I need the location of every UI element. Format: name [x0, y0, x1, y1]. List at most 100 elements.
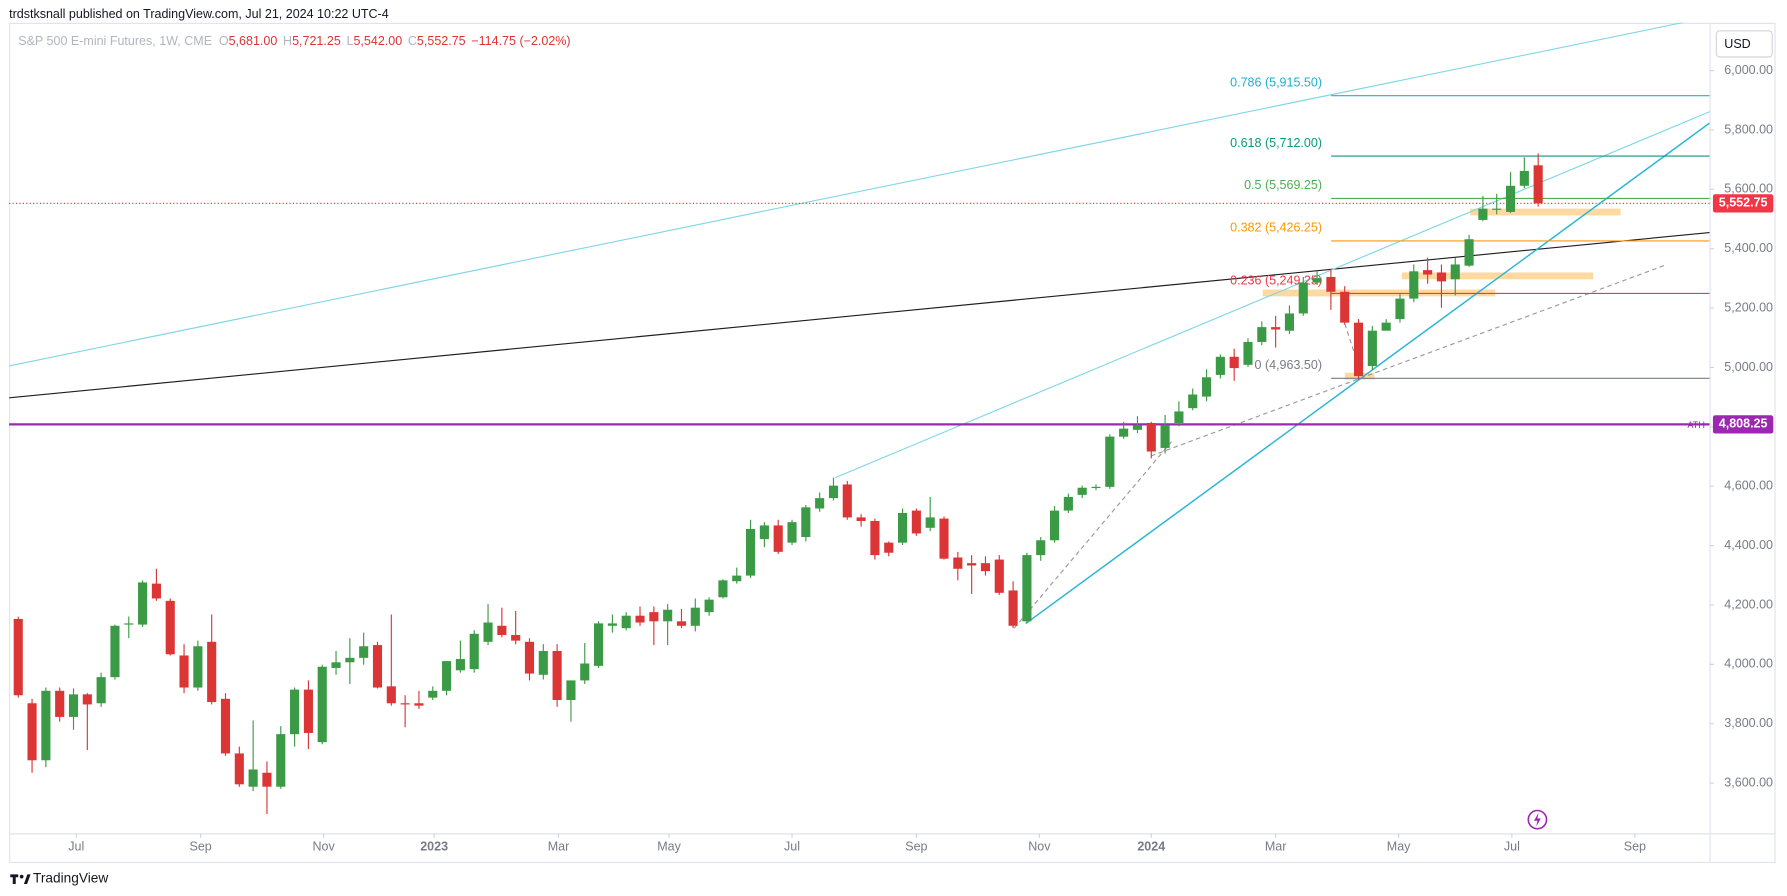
- candle-body: [732, 575, 742, 582]
- candle-body: [898, 512, 908, 543]
- y-tick-label: 5,600.00: [1724, 182, 1773, 196]
- chart-frame: [9, 22, 1776, 863]
- candle-body: [1478, 208, 1488, 220]
- candle-body: [538, 651, 548, 675]
- ath-price-box: [1712, 415, 1774, 434]
- candle-body: [1105, 436, 1115, 487]
- y-tick-label: 5,000.00: [1724, 360, 1773, 374]
- candle-body: [842, 484, 852, 518]
- candle-body: [1353, 322, 1364, 377]
- ohlc-key: L: [346, 34, 353, 48]
- ohlc-value: 5,721.25: [292, 34, 341, 48]
- candle-body: [1505, 185, 1516, 212]
- y-tick-label: 4,000.00: [1724, 657, 1773, 671]
- candle-body: [303, 689, 313, 733]
- x-tick-label: May: [657, 839, 681, 853]
- candle-body: [552, 651, 562, 701]
- y-tick-label: 4,200.00: [1724, 597, 1773, 611]
- candle-body: [1298, 282, 1308, 314]
- candle-body: [455, 659, 465, 671]
- dashed-line: [1344, 323, 1363, 377]
- candle-body: [953, 557, 963, 569]
- candle-body: [400, 703, 410, 705]
- candle-body: [1174, 411, 1184, 424]
- candle-body: [773, 525, 783, 552]
- fib-label: 0.786 (5,915.50): [1230, 75, 1322, 89]
- candle-body: [1409, 271, 1419, 299]
- candle-body: [345, 657, 355, 663]
- candle-body: [55, 690, 65, 717]
- candle-body: [110, 625, 120, 678]
- candle-body: [1257, 327, 1267, 342]
- candle-body: [524, 641, 535, 674]
- fib-label: 0 (4,963.50): [1255, 358, 1322, 372]
- alert-circle: [1527, 809, 1548, 830]
- candle-body: [331, 662, 341, 668]
- candle-body: [1340, 291, 1350, 323]
- candle-body: [594, 623, 604, 666]
- candle-body: [746, 528, 756, 576]
- candle-body: [828, 485, 839, 499]
- candle-body: [1519, 170, 1529, 186]
- candle-body: [870, 520, 880, 556]
- candle-body: [386, 686, 396, 704]
- candle-body: [1381, 322, 1391, 331]
- last-price-label: 5,552.75: [1719, 196, 1768, 210]
- brand-logo: [10, 874, 19, 885]
- candle-body: [41, 690, 51, 761]
- ath-name: ATH: [1687, 420, 1705, 430]
- candle-body: [1119, 428, 1129, 437]
- candle-body: [317, 666, 327, 743]
- candle-body: [372, 645, 383, 688]
- candle-body: [193, 646, 203, 688]
- y-tick-label: 3,800.00: [1724, 716, 1773, 730]
- y-tick-label: 5,800.00: [1724, 122, 1773, 136]
- dashed-line: [1013, 438, 1175, 629]
- candle-body: [1077, 487, 1087, 495]
- candle-body: [1436, 272, 1447, 282]
- candle-body: [718, 580, 728, 598]
- trend-line: [1025, 122, 1710, 625]
- candle-body: [511, 634, 521, 641]
- candle-body: [1201, 377, 1212, 397]
- ath-price-label: 4,808.25: [1719, 417, 1768, 431]
- y-tick-label: 3,600.00: [1724, 775, 1773, 789]
- candle-body: [428, 690, 438, 698]
- trend-line: [9, 231, 1710, 399]
- candle-body: [1450, 264, 1460, 280]
- candle-body: [1063, 496, 1073, 511]
- levels: 0.786 (5,915.50) 0.618 (5,712.00) 0.5 (5,5…: [9, 75, 1710, 430]
- candle-body: [1036, 540, 1046, 556]
- alert-icon[interactable]: [1527, 809, 1548, 830]
- candle-body: [580, 663, 590, 681]
- candle-body: [483, 622, 493, 642]
- candle-body: [704, 599, 714, 613]
- candle-body: [248, 769, 258, 787]
- candle-body: [649, 612, 659, 622]
- x-tick-label: Sep: [1624, 839, 1646, 853]
- brand-logo-dot: [19, 874, 24, 879]
- trend-line: [835, 111, 1710, 479]
- x-tick-label: Sep: [905, 839, 927, 853]
- candle-body: [442, 661, 452, 691]
- alert-bolt: [1533, 812, 1541, 827]
- candle-body: [1423, 270, 1433, 275]
- zone: [1344, 372, 1375, 380]
- trend-line: [9, 22, 1685, 367]
- ohlc-value: 5,552.75: [417, 34, 466, 48]
- candle-body: [911, 510, 921, 534]
- y-tick-label: 4,600.00: [1724, 479, 1773, 493]
- candle-body: [1533, 165, 1543, 204]
- candle-body: [151, 583, 161, 599]
- candle-body: [138, 582, 148, 625]
- candle-body: [13, 618, 23, 696]
- currency-button[interactable]: [1715, 30, 1773, 58]
- candle-body: [815, 498, 825, 509]
- x-tick-label: Nov: [312, 839, 335, 853]
- change: −114.75 (−2.02%): [471, 34, 570, 48]
- candle-body: [621, 615, 631, 629]
- candle-body: [663, 609, 673, 622]
- candle-body: [925, 517, 935, 528]
- candle-body: [1091, 486, 1101, 488]
